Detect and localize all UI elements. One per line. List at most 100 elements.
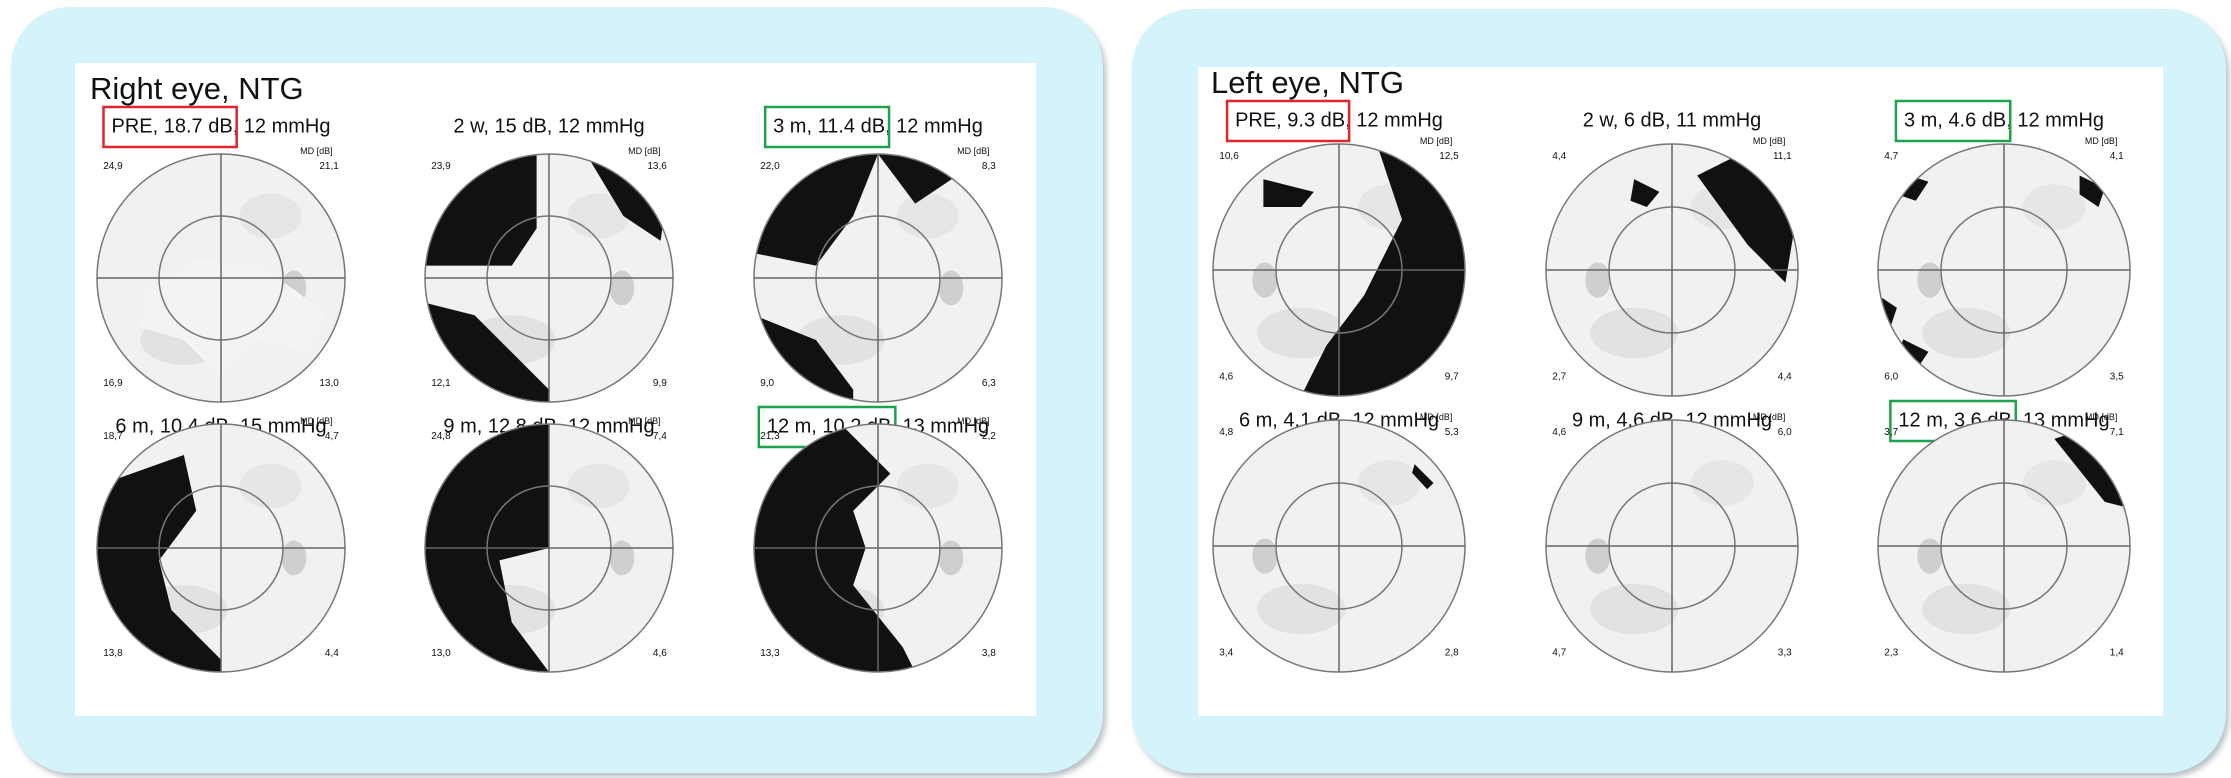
- corner-value: 13,3: [760, 648, 780, 659]
- visual-field-plot: [425, 424, 673, 672]
- corner-value: 3,3: [1778, 648, 1792, 659]
- md-label: MD [dB]: [1753, 412, 1786, 422]
- corner-value: 11,1: [1773, 151, 1792, 162]
- blind-spot: [939, 271, 964, 306]
- blind-spot: [1917, 538, 1942, 573]
- corner-value: 8,3: [982, 161, 996, 172]
- visual-field-plot: [1878, 144, 2130, 396]
- corner-value: 2,7: [1552, 372, 1566, 383]
- corner-value: 4,4: [1778, 372, 1792, 383]
- mottle: [2023, 184, 2086, 229]
- corner-value: 13,6: [647, 161, 667, 172]
- visual-field-plot: [754, 424, 1002, 672]
- corner-value: 2,8: [1445, 648, 1459, 659]
- mottle: [897, 464, 959, 509]
- visual-field-plot: [1546, 144, 1798, 396]
- blind-spot: [1252, 538, 1277, 573]
- corner-value: 7,4: [653, 431, 667, 442]
- corner-value: 3,5: [2110, 372, 2124, 383]
- mottle: [568, 464, 630, 509]
- corner-value: 18,7: [103, 431, 123, 442]
- md-label: MD [dB]: [300, 416, 333, 426]
- corner-value: 7,1: [2110, 427, 2124, 438]
- caption: , 12 mmHg: [2006, 109, 2104, 131]
- md-label: MD [dB]: [628, 146, 661, 156]
- corner-value: 1,4: [2110, 648, 2124, 659]
- corner-value: 4,1: [2110, 151, 2124, 162]
- corner-value: 3,4: [1219, 648, 1233, 659]
- visual-field-plot: [1213, 144, 1465, 396]
- mottle: [1691, 460, 1754, 505]
- blind-spot: [1917, 262, 1942, 297]
- corner-value: 12,5: [1439, 151, 1459, 162]
- caption: 2 w, 6 dB, 11 mmHg: [1583, 109, 1762, 131]
- corner-value: 4,7: [1884, 151, 1898, 162]
- corner-value: 22,0: [760, 161, 780, 172]
- md-label: MD [dB]: [957, 146, 990, 156]
- caption: 2 w, 15 dB, 12 mmHg: [453, 115, 644, 137]
- figure: Right eye, NTGPRE, 18.7 dB, 12 mmHgMD [d…: [0, 0, 2231, 778]
- corner-value: 24,8: [431, 431, 451, 442]
- corner-value: 3,7: [1884, 427, 1898, 438]
- corner-value: 4,4: [1552, 151, 1566, 162]
- corner-value: 2,2: [982, 431, 996, 442]
- corner-value: 13,8: [103, 648, 123, 659]
- mottle: [240, 194, 302, 239]
- caption-boxed: 3 m, 4.6 dB: [1904, 109, 2006, 131]
- corner-value: 6,0: [1778, 427, 1792, 438]
- corner-value: 9,9: [653, 378, 667, 389]
- visual-field-plot: [97, 424, 345, 672]
- corner-value: 21,3: [760, 431, 780, 442]
- md-label: MD [dB]: [2085, 136, 2118, 146]
- corner-value: 5,3: [1445, 427, 1459, 438]
- corner-value: 4,6: [653, 648, 667, 659]
- blind-spot: [610, 271, 635, 306]
- panel-title: Left eye, NTG: [1211, 65, 1404, 100]
- visual-field-plot: [425, 154, 673, 402]
- blind-spot: [1252, 262, 1277, 297]
- corner-value: 12,1: [431, 378, 451, 389]
- corner-value: 6,0: [1884, 372, 1898, 383]
- visual-field-plot: [1878, 420, 2130, 672]
- blind-spot: [1585, 262, 1610, 297]
- corner-value: 2,3: [1884, 648, 1898, 659]
- corner-value: 4,6: [1552, 427, 1566, 438]
- visual-field-plot: [754, 154, 1002, 402]
- corner-value: 4,8: [1219, 427, 1233, 438]
- visual-field-plot: [1213, 420, 1465, 672]
- caption-boxed: PRE, 9.3 dB: [1235, 109, 1345, 131]
- corner-value: 10,6: [1219, 151, 1239, 162]
- md-label: MD [dB]: [1753, 136, 1786, 146]
- corner-value: 9,7: [1445, 372, 1459, 383]
- md-label: MD [dB]: [628, 416, 661, 426]
- corner-value: 24,9: [103, 161, 123, 172]
- md-label: MD [dB]: [957, 416, 990, 426]
- caption-boxed: PRE, 18.7 dB: [112, 115, 233, 137]
- corner-value: 6,3: [982, 378, 996, 389]
- corner-value: 21,1: [319, 161, 339, 172]
- corner-value: 3,8: [982, 648, 996, 659]
- corner-value: 4,6: [1219, 372, 1233, 383]
- mottle: [1358, 460, 1421, 505]
- mottle: [240, 464, 302, 509]
- corner-value: 4,7: [1552, 648, 1566, 659]
- blind-spot: [610, 541, 635, 576]
- caption: , 12 mmHg: [885, 115, 983, 137]
- md-label: MD [dB]: [2085, 412, 2118, 422]
- corner-value: 4,4: [325, 648, 339, 659]
- mottle: [2023, 460, 2086, 505]
- visual-field-plot: [97, 154, 345, 402]
- blind-spot: [282, 541, 307, 576]
- corner-value: 4,7: [325, 431, 339, 442]
- corner-value: 16,9: [103, 378, 123, 389]
- corner-value: 13,0: [431, 648, 451, 659]
- blind-spot: [939, 541, 964, 576]
- md-label: MD [dB]: [300, 146, 333, 156]
- md-label: MD [dB]: [1420, 412, 1453, 422]
- page: Right eye, NTGPRE, 18.7 dB, 12 mmHgMD [d…: [0, 0, 2231, 778]
- corner-value: 23,9: [431, 161, 451, 172]
- corner-value: 9,0: [760, 378, 774, 389]
- mottle: [897, 194, 959, 239]
- blind-spot: [1585, 538, 1610, 573]
- corner-value: 13,0: [319, 378, 339, 389]
